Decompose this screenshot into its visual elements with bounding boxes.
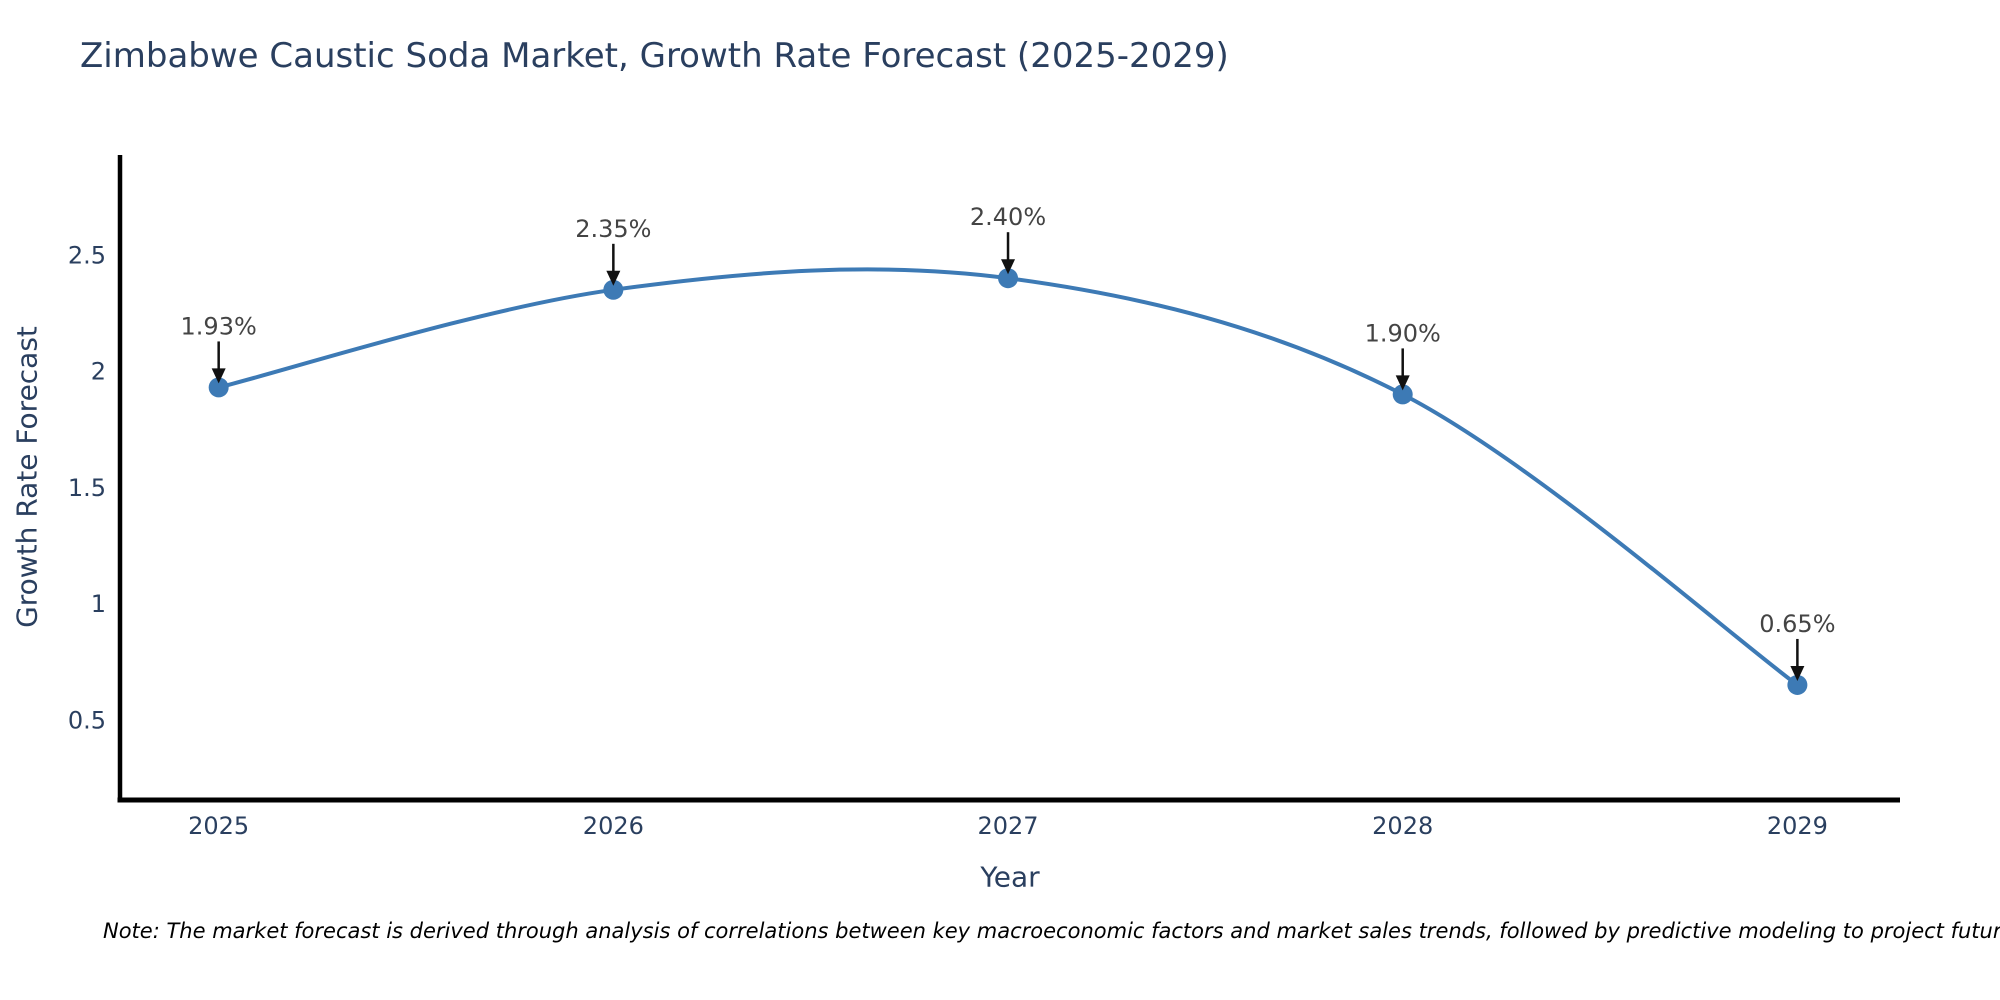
y-tick-label: 1.5 (68, 474, 106, 502)
y-axis-title: Growth Rate Forecast (10, 326, 44, 628)
y-tick-label: 2.5 (68, 241, 106, 269)
y-tick-label: 2 (91, 358, 106, 386)
x-tick-label: 2029 (1767, 812, 1828, 840)
annotation-label: 1.90% (1365, 319, 1441, 347)
data-point[interactable] (603, 279, 624, 300)
x-tick-label: 2027 (977, 812, 1038, 840)
trend-line (216, 267, 1800, 687)
chart-title: Zimbabwe Caustic Soda Market, Growth Rat… (80, 36, 1229, 76)
annotation-label: 2.40% (970, 203, 1046, 231)
x-axis-title: Year (980, 860, 1040, 894)
annotation-label: 1.93% (181, 312, 257, 340)
data-point[interactable] (1787, 674, 1808, 695)
data-point[interactable] (1392, 384, 1413, 405)
annotation-label: 2.35% (575, 215, 651, 243)
annotation-arrowhead (1790, 665, 1805, 681)
x-tick-label: 2026 (583, 812, 644, 840)
y-tick-label: 0.5 (68, 706, 106, 734)
annotation-arrowhead (211, 368, 226, 384)
annotation-arrowhead (1395, 375, 1410, 391)
annotation-arrowhead (1001, 259, 1016, 275)
data-point[interactable] (208, 377, 229, 398)
x-tick-label: 2028 (1372, 812, 1433, 840)
x-tick-label: 2025 (188, 812, 249, 840)
data-point[interactable] (998, 268, 1019, 289)
footnote: Note: The market forecast is derived thr… (103, 919, 2000, 943)
annotation-arrowhead (606, 270, 621, 286)
annotation-label: 0.65% (1759, 610, 1835, 638)
y-tick-label: 1 (91, 590, 106, 618)
